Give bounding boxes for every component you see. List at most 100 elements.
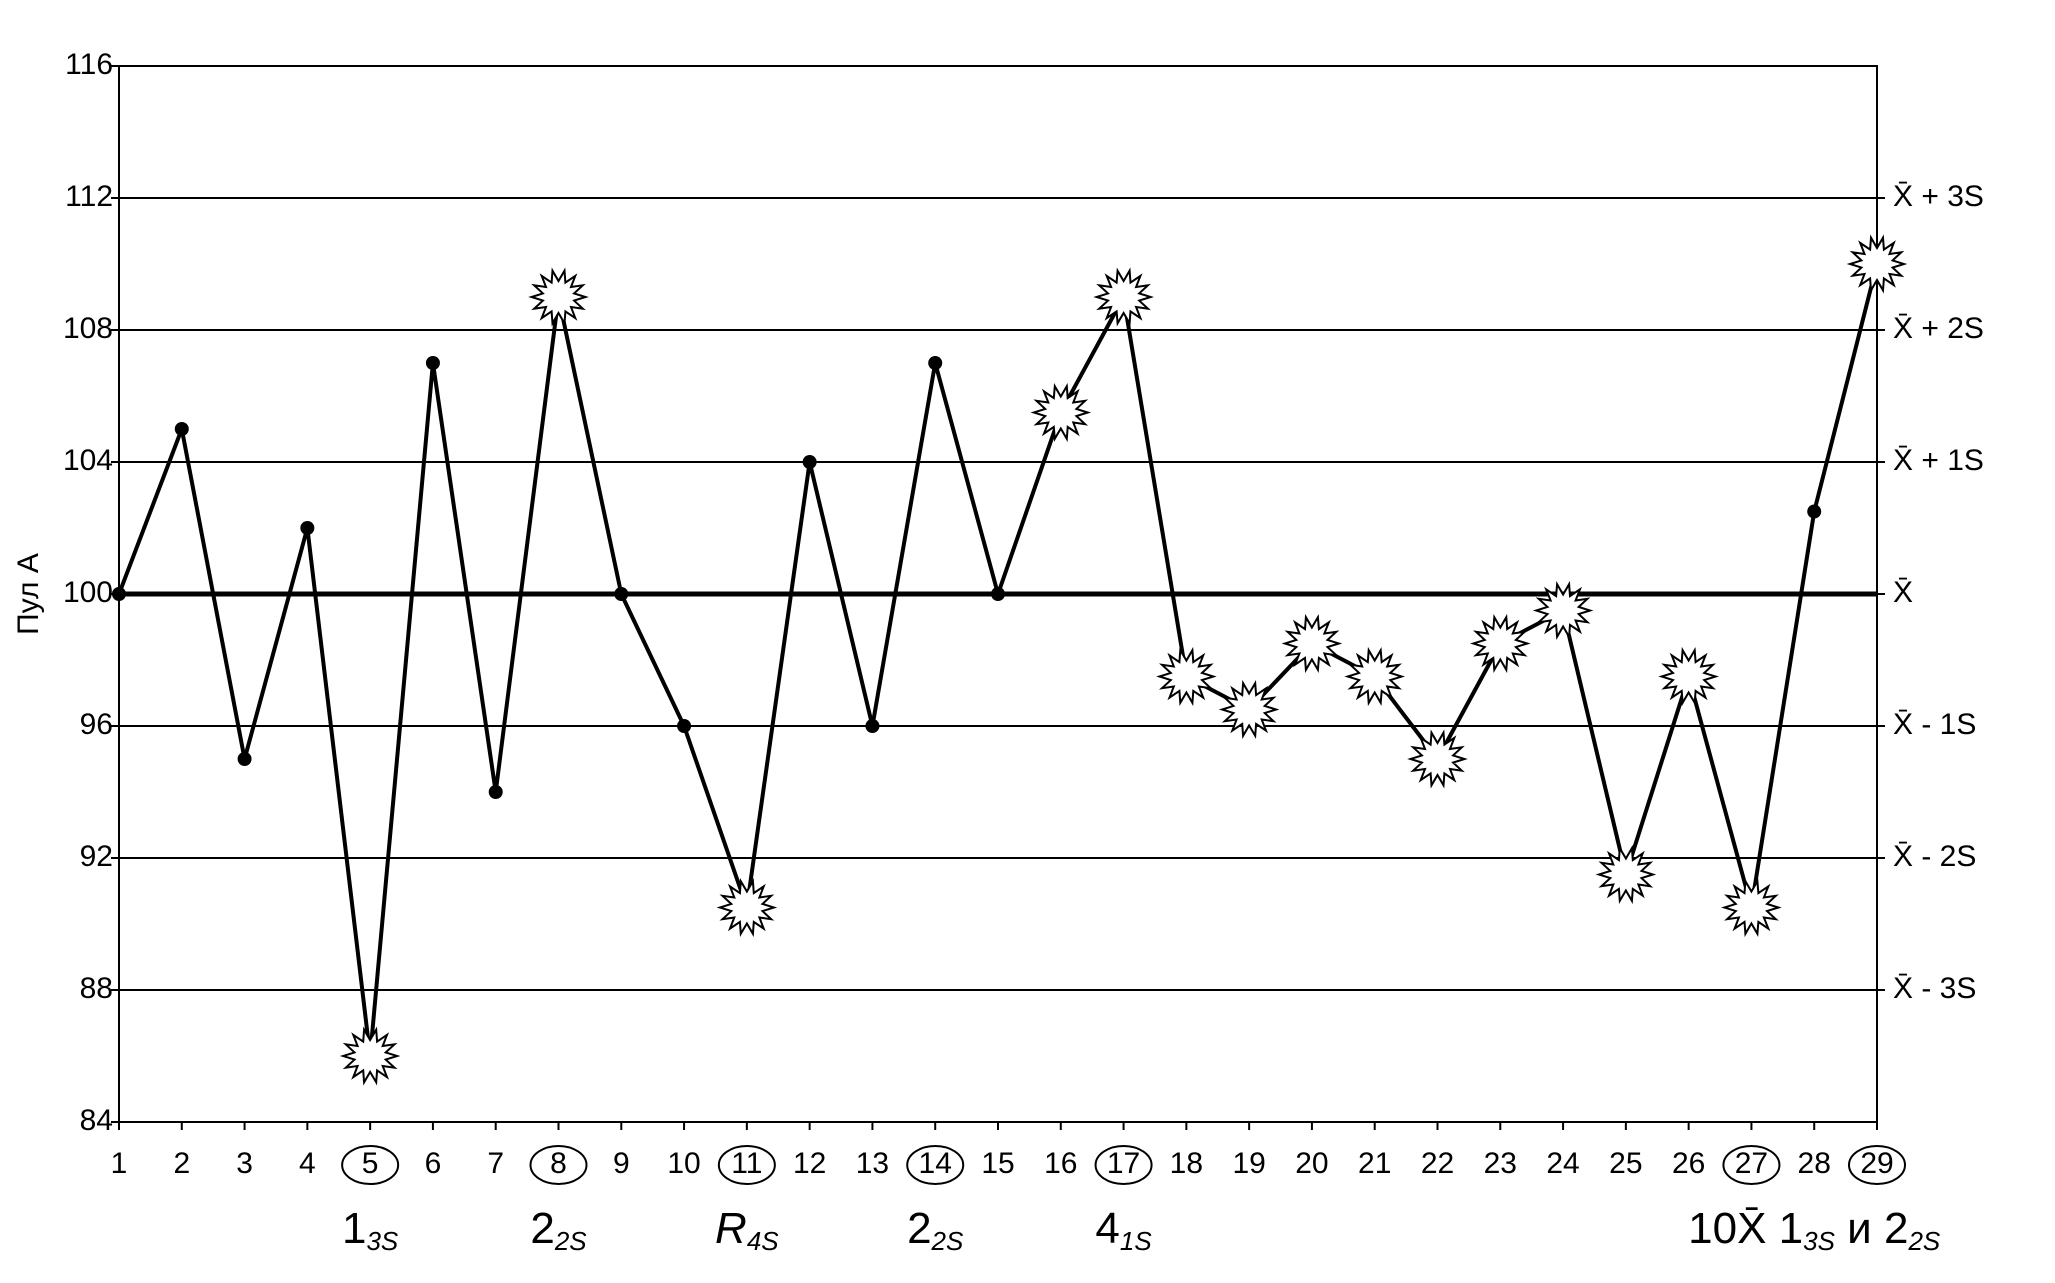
rule-annotation: 22S [907,1204,964,1256]
point [614,587,629,601]
point [300,521,315,535]
x-tick-label: 16 [1044,1147,1077,1180]
star-point [1281,613,1343,674]
y-tick-label: 100 [63,576,113,609]
point [991,587,1005,601]
point [677,719,692,733]
rule-annotation: 10X̄ 13S и 22S [1688,1204,1941,1256]
x-tick-label: 2 [173,1147,190,1180]
y-tick-label: 84 [80,1104,113,1137]
x-tick-label: 3 [236,1147,253,1180]
y-tick-label: 88 [80,972,113,1005]
point [425,356,440,370]
y-tick-label: 116 [65,48,113,81]
point [488,785,503,799]
x-tick-label: 20 [1295,1147,1328,1180]
reference-label: X̄ - 3S [1893,972,1976,1005]
reference-label: X̄ + 1S [1893,444,1984,477]
x-tick-label: 18 [1170,1147,1203,1180]
x-tick-label: 22 [1421,1147,1454,1180]
rule-annotation-part: 3S [366,1226,398,1256]
point [928,356,943,370]
circled-label [1094,1145,1153,1185]
reference-label: X̄ - 2S [1893,840,1976,873]
x-tick-label: 6 [425,1147,442,1180]
star-point [1532,580,1594,641]
rule-annotation-part: 2 [530,1204,554,1253]
star-point [528,267,589,327]
x-tick-label: 8 [550,1147,567,1180]
x-tick-label: 26 [1672,1147,1705,1180]
rule-annotation-part: и 2 [1835,1204,1909,1253]
rule-annotation-part: 1S [1120,1226,1152,1256]
x-tick-label: 14 [919,1147,952,1180]
point [865,719,880,733]
x-tick-label: 7 [487,1147,504,1180]
star-point [716,877,778,938]
rule-annotation-part: 2S [1907,1226,1940,1256]
x-tick-label: 10 [667,1147,700,1180]
rule-annotation-part: 2 [907,1204,931,1253]
star-point [1093,267,1154,327]
series-line [117,263,1879,1058]
x-tick-label: 25 [1609,1147,1642,1180]
circled-label [717,1145,776,1185]
rule-annotation: 13S [342,1204,399,1256]
circled-label [341,1145,400,1185]
star-point [1658,646,1719,707]
rule-annotation-part: R [715,1204,747,1253]
y-tick-label: 104 [63,444,113,477]
rule-annotation: R4S [715,1204,779,1256]
x-tick-label: 21 [1358,1147,1391,1180]
x-tick-label: 29 [1860,1147,1893,1180]
circled-label [906,1145,965,1185]
x-tick-label: 27 [1735,1147,1768,1180]
point [1807,504,1822,519]
x-tick-label: 17 [1107,1147,1140,1180]
x-tick-label: 12 [793,1147,826,1180]
x-tick-label: 13 [856,1147,889,1180]
x-tick-label: 4 [299,1147,316,1180]
star-point [1721,877,1782,938]
star-point [1156,646,1217,707]
point [112,587,126,601]
x-tick-label: 5 [362,1147,379,1180]
x-tick-label: 9 [613,1147,630,1180]
x-tick-label: 19 [1232,1147,1265,1180]
circled-label [529,1145,588,1185]
circled-label [1722,1145,1781,1185]
y-tick-label: 92 [80,840,113,873]
x-tick-label: 11 [731,1147,762,1180]
reference-label: X̄ + 3S [1893,180,1984,213]
star-point [1595,844,1657,905]
x-tick-label: 1 [111,1147,128,1180]
star-point [1030,382,1092,443]
star-point [1846,234,1908,294]
rule-annotation-part: 10X̄ 1 [1688,1204,1803,1253]
y-axis-title: Пул A [12,553,45,635]
y-tick-label: 96 [80,708,113,741]
point [237,752,252,766]
reference-label: X̄ [1893,576,1913,609]
rule-annotation-part: 2S [931,1226,964,1256]
star-point [1218,679,1280,740]
point [802,455,817,469]
reference-label: X̄ + 2S [1893,312,1984,345]
x-tick-label: 28 [1798,1147,1831,1180]
rule-annotation-part: 1 [342,1204,366,1253]
star-point [1469,613,1531,674]
point [174,422,189,436]
circled-label [1848,1145,1906,1185]
y-tick-label: 108 [63,312,113,345]
y-tick-label: 112 [65,180,113,213]
star-point [1344,646,1406,707]
rule-annotation-part: 4 [1095,1204,1119,1253]
x-tick-label: 24 [1546,1147,1579,1180]
rule-annotation-part: 3S [1803,1226,1835,1256]
rule-annotation-part: 2S [554,1226,587,1256]
star-point [1407,729,1468,789]
rule-annotation-part: 4S [747,1226,779,1256]
x-tick-label: 15 [981,1147,1014,1180]
rule-annotation: 41S [1095,1204,1152,1256]
